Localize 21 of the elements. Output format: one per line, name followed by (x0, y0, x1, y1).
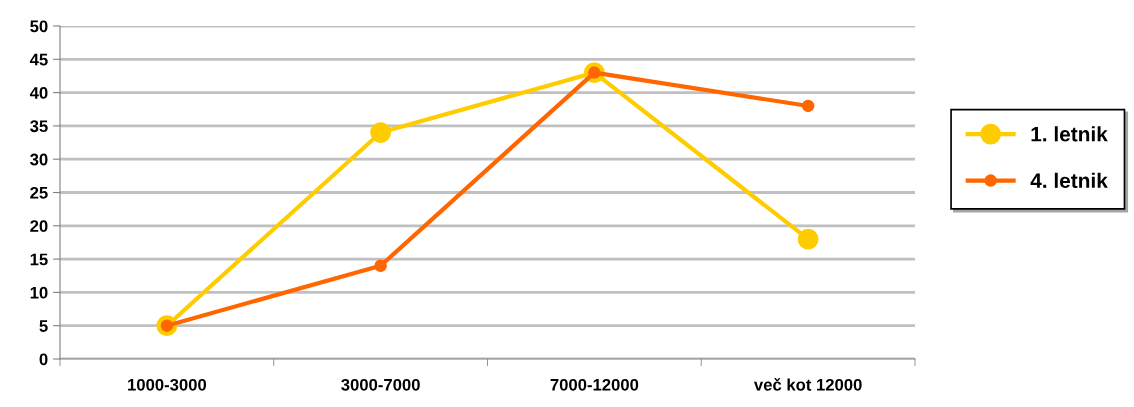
y-tick-label: 15 (30, 253, 48, 266)
point (801, 99, 815, 113)
legend-label: 4. letnik (1030, 172, 1108, 189)
y-tick-label: 20 (30, 220, 48, 232)
x-tick-label: 3000-7000 (341, 378, 420, 391)
y-tick-label: 10 (30, 286, 48, 299)
y-tick-label: 25 (30, 186, 48, 199)
point (797, 228, 819, 250)
x-tick-label: 1000-3000 (128, 378, 207, 391)
x-tick-label: več kot 12000 (753, 378, 862, 391)
y-tick-label: 5 (39, 320, 48, 332)
y-tick-label: 0 (39, 353, 48, 366)
point (374, 259, 387, 273)
y-tick-label: 40 (29, 87, 48, 99)
legend-label: 1. letnik (1031, 126, 1108, 142)
y-tick-label: 30 (30, 153, 48, 166)
y-tick-label: 50 (30, 20, 48, 33)
point (370, 122, 392, 143)
y-tick-label: 45 (29, 53, 48, 66)
y-tick-label: 35 (30, 120, 48, 133)
x-tick-label: 7000-12000 (550, 378, 639, 391)
